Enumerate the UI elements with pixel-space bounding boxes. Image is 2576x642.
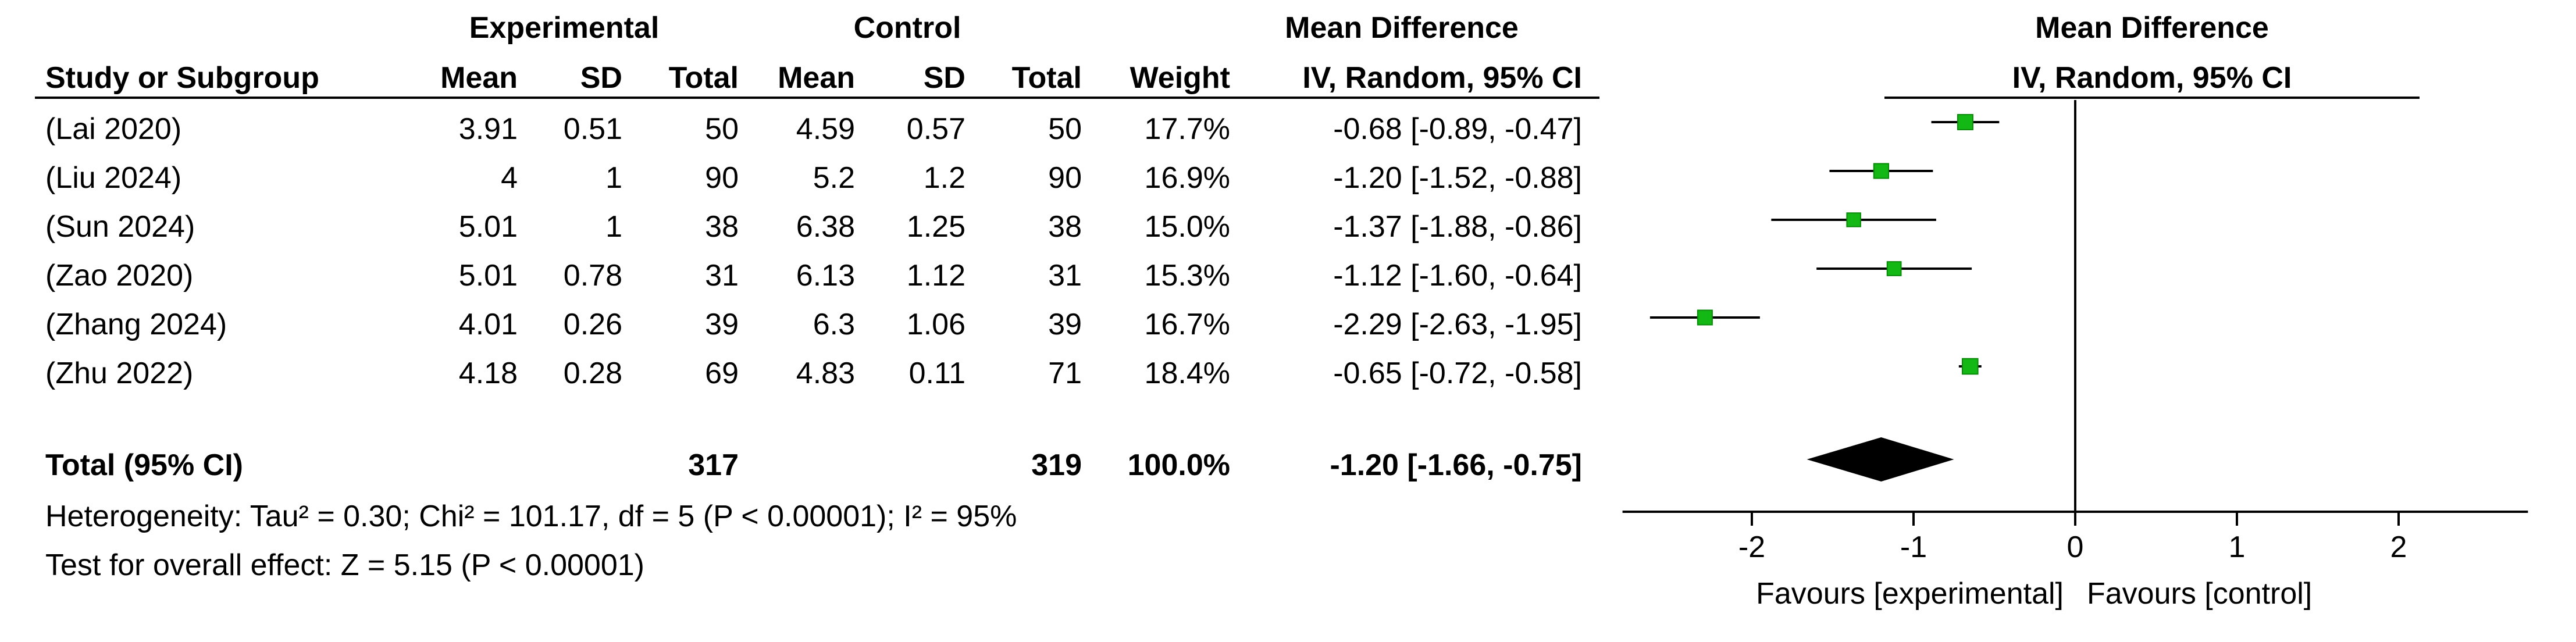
- study-name: (Zhang 2024): [45, 308, 227, 341]
- exp-total: 38: [705, 210, 739, 244]
- x-tick-label: -2: [1738, 530, 1765, 564]
- study-point-marker: [1962, 358, 1979, 375]
- exp-total-header: Total: [668, 61, 739, 95]
- total-ci: -1.20 [-1.66, -0.75]: [1330, 448, 1582, 482]
- study-weight: 16.7%: [1144, 308, 1230, 341]
- weight-header: Weight: [1130, 61, 1230, 95]
- ctrl-total: 50: [1048, 112, 1082, 146]
- ctrl-mean: 4.83: [796, 356, 855, 390]
- study-ci: -1.20 [-1.52, -0.88]: [1333, 161, 1582, 195]
- header-rule-plot: [1884, 97, 2420, 99]
- heterogeneity-text: Heterogeneity: Tau² = 0.30; Chi² = 101.1…: [45, 500, 1017, 533]
- ctrl-sd-header: SD: [923, 61, 965, 95]
- exp-sd: 0.78: [563, 259, 622, 293]
- exp-sd: 1: [605, 210, 622, 244]
- ctrl-sd: 1.2: [923, 161, 965, 195]
- exp-mean: 5.01: [458, 259, 518, 293]
- exp-mean-header: Mean: [440, 61, 518, 95]
- study-column-header: Study or Subgroup: [45, 61, 319, 95]
- study-name: (Liu 2024): [45, 161, 182, 195]
- exp-sd: 0.26: [563, 308, 622, 341]
- exp-total: 90: [705, 161, 739, 195]
- ctrl-mean: 5.2: [813, 161, 855, 195]
- control-group-header: Control: [853, 11, 961, 45]
- ctrl-total-header: Total: [1011, 61, 1082, 95]
- study-point-marker: [1846, 212, 1861, 227]
- exp-sd-header: SD: [580, 61, 622, 95]
- mean-difference-header: Mean Difference: [1285, 11, 1519, 45]
- study-weight: 16.9%: [1144, 161, 1230, 195]
- study-weight: 15.3%: [1144, 259, 1230, 293]
- x-tick-label: 0: [2067, 530, 2084, 564]
- study-ci: -0.65 [-0.72, -0.58]: [1333, 356, 1582, 390]
- total-exp: 317: [688, 448, 739, 482]
- favours-control-label: Favours [control]: [2087, 577, 2312, 611]
- x-tick-label: 1: [2229, 530, 2246, 564]
- exp-total: 31: [705, 259, 739, 293]
- favours-experimental-label: Favours [experimental]: [1756, 577, 2064, 611]
- exp-sd: 1: [605, 161, 622, 195]
- total-weight: 100.0%: [1127, 448, 1230, 482]
- exp-sd: 0.51: [563, 112, 622, 146]
- total-label: Total (95% CI): [45, 448, 243, 482]
- ctrl-sd: 1.12: [906, 259, 965, 293]
- experimental-group-header: Experimental: [469, 11, 660, 45]
- ctrl-sd: 1.06: [906, 308, 965, 341]
- total-ctrl: 319: [1031, 448, 1082, 482]
- ctrl-total: 39: [1048, 308, 1082, 341]
- exp-mean: 5.01: [458, 210, 518, 244]
- exp-sd: 0.28: [563, 356, 622, 390]
- ctrl-total: 38: [1048, 210, 1082, 244]
- study-weight: 15.0%: [1144, 210, 1230, 244]
- exp-total: 69: [705, 356, 739, 390]
- plot-mean-difference-header: Mean Difference: [2035, 11, 2269, 45]
- study-point-marker: [1957, 114, 1973, 130]
- exp-mean: 4.18: [458, 356, 518, 390]
- pooled-diamond: [1807, 437, 1954, 482]
- ctrl-mean: 6.3: [813, 308, 855, 341]
- ctrl-mean-header: Mean: [778, 61, 855, 95]
- plot-method-header: IV, Random, 95% CI: [2012, 61, 2292, 95]
- study-name: (Zhu 2022): [45, 356, 194, 390]
- header-rule-table: [35, 97, 1599, 99]
- exp-mean: 3.91: [458, 112, 518, 146]
- ctrl-total: 90: [1048, 161, 1082, 195]
- ctrl-mean: 6.38: [796, 210, 855, 244]
- exp-mean: 4: [501, 161, 518, 195]
- study-ci: -0.68 [-0.89, -0.47]: [1333, 112, 1582, 146]
- study-ci: -2.29 [-2.63, -1.95]: [1333, 308, 1582, 341]
- ctrl-mean: 6.13: [796, 259, 855, 293]
- ctrl-sd: 0.11: [908, 356, 965, 390]
- exp-mean: 4.01: [458, 308, 518, 341]
- study-ci: -1.37 [-1.88, -0.86]: [1333, 210, 1582, 244]
- ctrl-total: 71: [1048, 356, 1082, 390]
- study-point-marker: [1873, 163, 1890, 179]
- ctrl-total: 31: [1048, 259, 1082, 293]
- study-weight: 18.4%: [1144, 356, 1230, 390]
- exp-total: 50: [705, 112, 739, 146]
- study-ci: -1.12 [-1.60, -0.64]: [1333, 259, 1582, 293]
- study-name: (Lai 2020): [45, 112, 182, 146]
- exp-total: 39: [705, 308, 739, 341]
- overall-effect-text: Test for overall effect: Z = 5.15 (P < 0…: [45, 548, 644, 582]
- ctrl-mean: 4.59: [796, 112, 855, 146]
- x-tick-label: -1: [1900, 530, 1927, 564]
- study-point-marker: [1697, 309, 1713, 326]
- ctrl-sd: 1.25: [906, 210, 965, 244]
- study-point-marker: [1886, 261, 1902, 276]
- study-name: (Zao 2020): [45, 259, 194, 293]
- study-name: (Sun 2024): [45, 210, 195, 244]
- x-tick-label: 2: [2390, 530, 2407, 564]
- study-weight: 17.7%: [1144, 112, 1230, 146]
- ctrl-sd: 0.57: [906, 112, 965, 146]
- ci-method-header: IV, Random, 95% CI: [1302, 61, 1582, 95]
